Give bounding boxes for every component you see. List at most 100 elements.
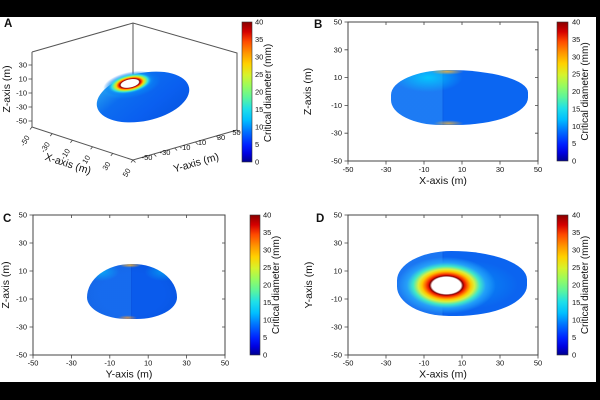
colorbar-tick-label: 5: [572, 333, 576, 342]
colorbar-tick-label: 20: [263, 281, 271, 290]
panel-b-plot-box: [347, 21, 539, 162]
colorbar-tick-label: 15: [572, 298, 580, 307]
panel-d-ticks: [344, 214, 539, 359]
x-tick-label: -50: [343, 359, 354, 368]
panel-d: D -50 -30 -10 10 30 50 50 30 10 -10 -30 …: [303, 211, 591, 381]
y-tick-label: -10: [331, 295, 342, 304]
panel-b-letter: B: [314, 19, 322, 31]
panel-b-surface: [391, 70, 528, 125]
panel-a-colorbar: [241, 21, 253, 163]
y-tick-label: 50: [19, 211, 27, 220]
colorbar-tick-label: 0: [263, 351, 267, 360]
colorbar-tick-label: 10: [572, 316, 580, 325]
colorbar-tick-label: 20: [255, 88, 263, 97]
colorbar-tick-label: 15: [255, 105, 263, 114]
colorbar-tick-label: 30: [255, 53, 263, 62]
x-tick-label: 50: [121, 167, 133, 179]
panel-a-surface: [92, 66, 190, 123]
panel-d-y-axis-label: Y-axis (m): [303, 262, 315, 309]
panel-b: B -50 -30 -10 10 30 50 50 30 10 -10 -30 …: [302, 18, 591, 188]
panel-d-surface: [397, 251, 527, 316]
x-tick-label: -50: [343, 165, 354, 174]
x-tick-label: -50: [28, 359, 39, 368]
colorbar-tick-label: 0: [255, 158, 259, 167]
colorbar-tick-label: 25: [263, 263, 271, 272]
y-tick-label: 10: [334, 73, 342, 82]
x-tick-label: -30: [381, 165, 392, 174]
panel-c-surface: [87, 264, 177, 319]
colorbar-tick-label: 40: [572, 18, 580, 27]
panel-c-y-axis-label: Z-axis (m): [0, 261, 12, 308]
x-tick-label: 50: [534, 359, 542, 368]
panel-b-y-axis-label: Z-axis (m): [302, 68, 314, 115]
colorbar-tick-label: 0: [572, 351, 576, 360]
y-tick-label: -30: [16, 323, 27, 332]
y-tick-label: -30: [331, 323, 342, 332]
y-tick-label: -50: [331, 351, 342, 360]
y-tick-label: 30: [334, 239, 342, 248]
panel-c-colorbar-label: Critical diameter (mm): [271, 236, 282, 334]
x-tick-label: 30: [496, 165, 504, 174]
colorbar-tick-label: 30: [572, 52, 580, 61]
y-tick-label: 30: [334, 45, 342, 54]
y-tick-label: -10: [180, 143, 191, 152]
y-tick-label: -50: [142, 153, 153, 162]
y-tick-label: 50: [232, 128, 240, 137]
colorbar-tick-label: 15: [263, 298, 271, 307]
colorbar-tick-label: 25: [572, 70, 580, 79]
panel-a-x-ticks: [29, 126, 134, 163]
x-tick-label: 10: [144, 359, 152, 368]
colorbar-tick-label: 35: [572, 228, 580, 237]
colorbar-tick-label: 5: [255, 140, 259, 149]
colorbar-tick-label: 20: [572, 281, 580, 290]
y-tick-label: 10: [198, 138, 206, 147]
colorbar-tick-label: 25: [572, 263, 580, 272]
panel-d-x-axis-label: X-axis (m): [419, 369, 467, 381]
x-tick-label: -30: [381, 359, 392, 368]
y-tick-label: -30: [331, 129, 342, 138]
x-tick-label: 10: [458, 359, 466, 368]
colorbar-tick-label: 35: [572, 35, 580, 44]
x-tick-label: -50: [18, 134, 31, 148]
x-tick-label: 30: [496, 359, 504, 368]
z-tick-label: 10: [19, 75, 27, 84]
y-tick-label: 10: [19, 267, 27, 276]
panel-a-z-axis-label: Z-axis (m): [1, 65, 13, 112]
panel-c-x-axis-label: Y-axis (m): [106, 369, 153, 381]
panel-a-colorbar-label: Critical diameter (mm): [263, 44, 274, 142]
colorbar-tick-label: 30: [263, 246, 271, 255]
panel-d-colorbar: [556, 214, 569, 356]
colorbar-tick-label: 25: [255, 70, 263, 79]
panel-d-letter: D: [316, 213, 324, 225]
panel-a-z-ticks: [28, 64, 32, 122]
colorbar-tick-label: 10: [255, 123, 263, 132]
panel-a-y-axis-label: Y-axis (m): [172, 151, 220, 175]
panel-b-colorbar: [556, 21, 569, 162]
x-tick-label: -10: [419, 359, 430, 368]
colorbar-tick-label: 40: [255, 18, 263, 27]
x-tick-label: 50: [221, 359, 229, 368]
y-tick-label: 10: [334, 267, 342, 276]
y-tick-label: 30: [217, 133, 225, 142]
x-tick-label: 30: [100, 160, 112, 172]
panel-c-letter: C: [3, 213, 11, 225]
x-tick-label: 30: [182, 359, 190, 368]
colorbar-tick-label: 35: [255, 35, 263, 44]
y-tick-label: 50: [334, 18, 342, 27]
colorbar-tick-label: 5: [263, 333, 267, 342]
colorbar-tick-label: 5: [572, 139, 576, 148]
colorbar-tick-label: 15: [572, 104, 580, 113]
panel-b-ticks: [344, 21, 539, 165]
x-tick-label: 10: [458, 165, 466, 174]
panel-b-colorbar-label: Critical diameter (mm): [580, 42, 591, 140]
x-tick-label: 10: [80, 154, 92, 166]
y-tick-label: -30: [160, 148, 171, 157]
panel-a-letter: A: [4, 18, 12, 30]
y-tick-label: -50: [16, 351, 27, 360]
colorbar-tick-label: 40: [263, 211, 271, 220]
y-tick-label: -50: [331, 157, 342, 166]
z-tick-label: -10: [16, 89, 27, 98]
y-tick-label: 30: [19, 239, 27, 248]
colorbar-tick-label: 30: [572, 246, 580, 255]
